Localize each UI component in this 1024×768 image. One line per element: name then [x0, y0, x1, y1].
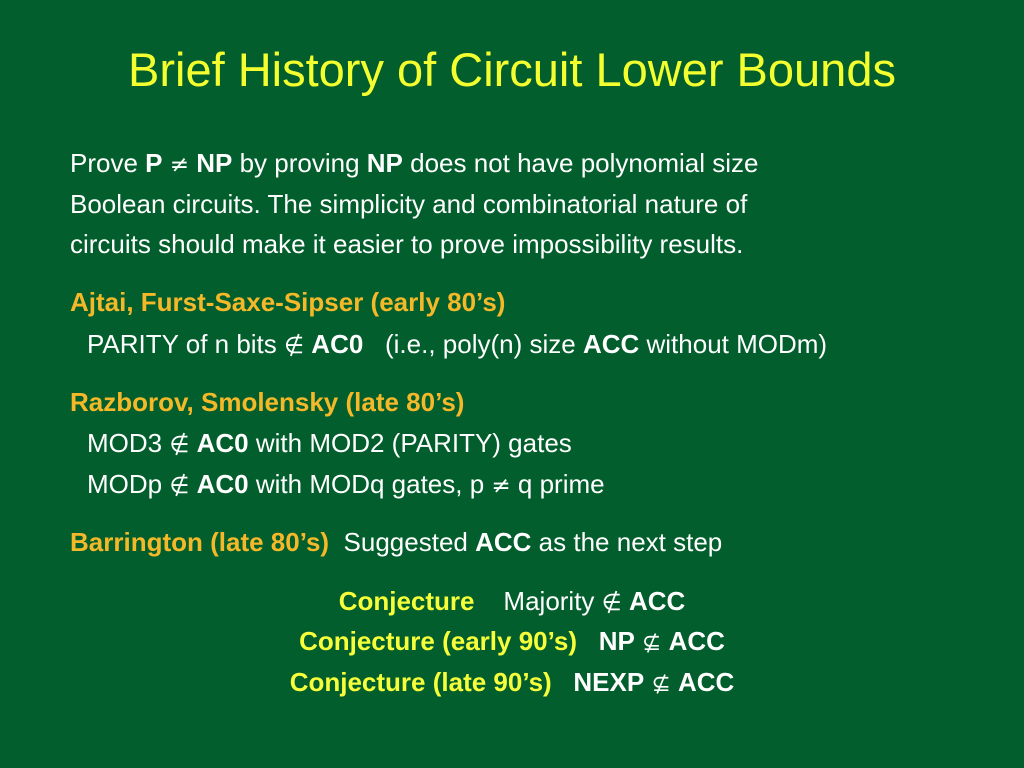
razborov-2-text-a: MODp [87, 469, 170, 499]
not-subset-symbol: ⊈ [651, 671, 671, 697]
conjecture-class: ACC [677, 667, 735, 697]
ac0-class: AC0 [311, 329, 364, 359]
intro-text-a: Prove [70, 148, 146, 178]
ajtai-text-a: PARITY of n bits [87, 329, 285, 359]
intro-line-2: Boolean circuits. The simplicity and com… [70, 189, 748, 219]
razborov-result-2: MODp ∉ AC0 with MODq gates, p ≠ q prime [87, 466, 605, 504]
p-class: P [145, 148, 163, 178]
razborov-2-text-b: with MODq gates, p [248, 469, 492, 499]
conjecture-label: Conjecture [338, 586, 475, 616]
conjecture-subject: NP [598, 626, 635, 656]
razborov-result-1: MOD3 ∉ AC0 with MOD2 (PARITY) gates [87, 425, 572, 463]
conjecture-label: Conjecture (early 90’s) [299, 626, 578, 656]
barrington-text-a: Suggested [343, 527, 476, 557]
conjecture-subject: Majority [503, 586, 602, 616]
np-class: NP [196, 148, 233, 178]
conjecture-label: Conjecture (late 90’s) [289, 667, 552, 697]
not-equal-symbol: ≠ [491, 473, 511, 499]
intro-text-c: does not have polynomial size [402, 148, 759, 178]
conjecture-subject: NEXP [573, 667, 645, 697]
conjecture-class: ACC [668, 626, 725, 656]
ajtai-result: PARITY of n bits ∉ AC0 (i.e., poly(n) si… [87, 326, 827, 364]
razborov-1-text-a: MOD3 [87, 428, 170, 458]
razborov-2-text-c: q prime [510, 469, 605, 499]
not-in-symbol: ∉ [169, 473, 190, 499]
conjecture-2: Conjecture (early 90’s) NP ⊈ ACC [0, 623, 1024, 661]
conjecture-1: Conjecture Majority ∉ ACC [0, 583, 1024, 621]
not-equal-symbol: ≠ [169, 152, 190, 178]
slide-title: Brief History of Circuit Lower Bounds [128, 43, 896, 96]
ajtai-heading: Ajtai, Furst-Saxe-Sipser (early 80’s) [70, 287, 506, 317]
not-in-symbol: ∉ [284, 333, 305, 359]
intro-text-b: by proving [232, 148, 367, 178]
acc-class: ACC [582, 329, 640, 359]
ajtai-text-c: without MODm) [639, 329, 828, 359]
barrington-heading: Barrington (late 80’s) [70, 527, 330, 557]
not-in-symbol: ∉ [169, 432, 190, 458]
intro-line-3: circuits should make it easier to prove … [70, 229, 744, 259]
intro-line-1: Prove P ≠ NP by proving NP does not have… [70, 145, 758, 183]
conjecture-class: ACC [628, 586, 686, 616]
not-subset-symbol: ⊈ [642, 630, 662, 656]
not-in-symbol: ∉ [601, 590, 622, 616]
acc-class: ACC [475, 527, 532, 557]
np-class-2: NP [366, 148, 403, 178]
conjecture-3: Conjecture (late 90’s) NEXP ⊈ ACC [0, 664, 1024, 702]
barrington-line: Barrington (late 80’s) Suggested ACC as … [70, 524, 722, 560]
razborov-heading: Razborov, Smolensky (late 80’s) [70, 387, 465, 417]
ac0-class: AC0 [196, 469, 249, 499]
razborov-1-text-b: with MOD2 (PARITY) gates [248, 428, 572, 458]
ac0-class: AC0 [196, 428, 249, 458]
barrington-text-b: as the next step [531, 527, 723, 557]
ajtai-text-b: (i.e., poly(n) size [363, 329, 583, 359]
